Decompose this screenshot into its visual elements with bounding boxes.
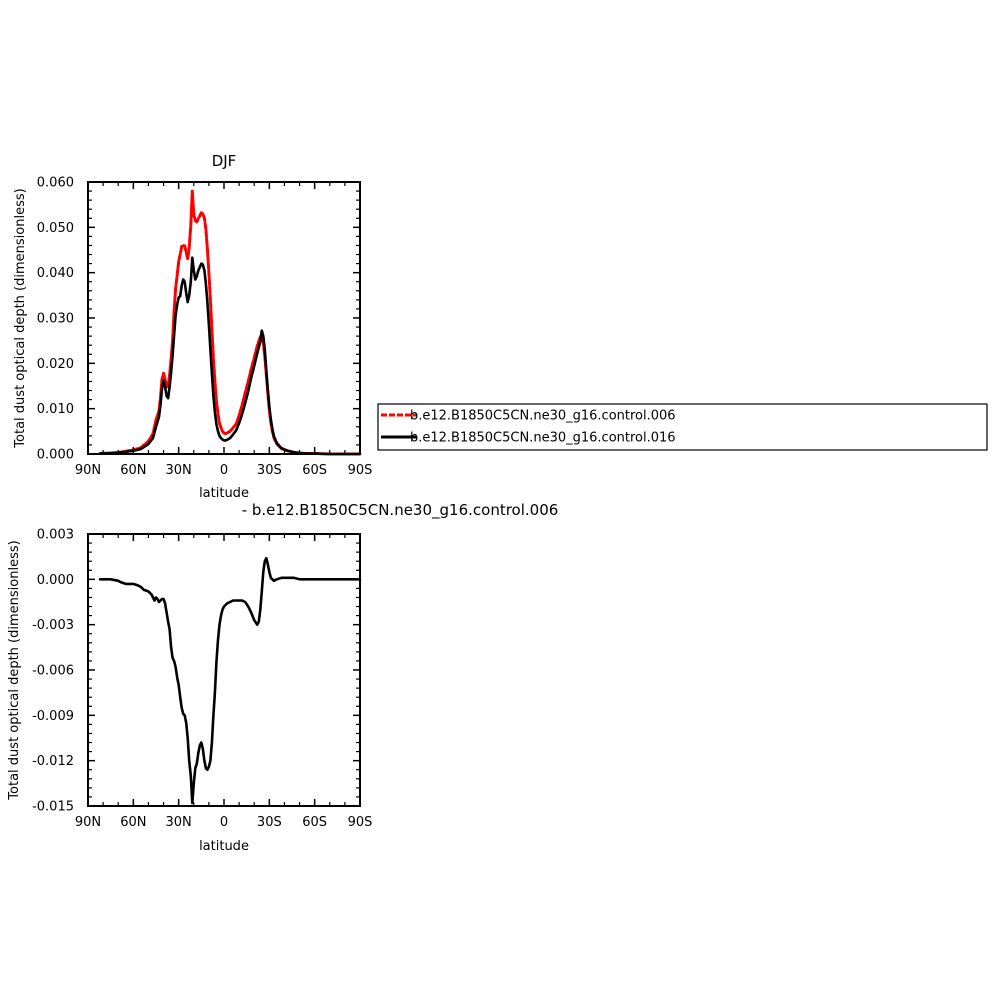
x-tick-label: 30S bbox=[257, 815, 282, 830]
y-tick-label: 0.050 bbox=[37, 221, 74, 236]
legend-label-2: b.e12.B1850C5CN.ne30_g16.control.016 bbox=[410, 431, 676, 446]
x-tick-label: 90N bbox=[75, 815, 101, 830]
y-tick-label: -0.006 bbox=[32, 664, 74, 679]
x-tick-label: 60S bbox=[302, 463, 327, 478]
y-tick-label: -0.012 bbox=[32, 754, 74, 769]
plot-frame bbox=[87, 181, 361, 455]
y-tick-label: -0.015 bbox=[32, 800, 74, 815]
legend-box bbox=[377, 403, 988, 451]
x-tick-label: 60N bbox=[120, 815, 146, 830]
legend-label-1: b.e12.B1850C5CN.ne30_g16.control.006 bbox=[410, 409, 676, 424]
y-tick-label: 0.020 bbox=[37, 357, 74, 372]
x-tick-label: 30N bbox=[166, 815, 192, 830]
x-tick-label: 60S bbox=[302, 815, 327, 830]
plot-frame bbox=[87, 533, 361, 807]
x-tick-label: 60N bbox=[120, 463, 146, 478]
x-axis-title: latitude bbox=[199, 839, 249, 854]
y-axis-title: Total dust optical depth (dimensionless) bbox=[7, 540, 22, 800]
y-tick-label: 0.040 bbox=[37, 266, 74, 281]
x-tick-label: 30N bbox=[166, 463, 192, 478]
x-axis-title: latitude bbox=[199, 486, 249, 501]
y-tick-label: 0.030 bbox=[37, 312, 74, 327]
y-tick-label: -0.009 bbox=[32, 709, 74, 724]
y-tick-label: 0.000 bbox=[37, 448, 74, 463]
y-tick-label: 0.000 bbox=[37, 573, 74, 588]
x-tick-label: 0 bbox=[220, 463, 228, 478]
y-axis-title: Total dust optical depth (dimensionless) bbox=[13, 188, 28, 448]
series-line-1 bbox=[98, 189, 362, 456]
chart-title: DJF bbox=[212, 152, 237, 170]
chart-difference: 90N 60N 30N 0 30S 60S 90S 0.003 0.000 -0.003 -0.00… bbox=[7, 501, 558, 854]
x-tick-label: 90S bbox=[348, 463, 373, 478]
series-line-1 bbox=[98, 556, 362, 805]
y-tick-label: 0.060 bbox=[37, 176, 74, 191]
y-tick-label: 0.010 bbox=[37, 402, 74, 417]
x-tick-label: 90S bbox=[348, 815, 373, 830]
y-tick-label: -0.003 bbox=[32, 618, 74, 633]
x-tick-label: 30S bbox=[257, 463, 282, 478]
x-tick-label: 90N bbox=[75, 463, 101, 478]
legend: b.e12.B1850C5CN.ne30_g16.control.006 b.e1… bbox=[377, 403, 988, 451]
chart-title: - b.e12.B1850C5CN.ne30_g16.control.006 bbox=[242, 501, 559, 520]
chart-djf: 90N 60N 30N 0 30S 60S 90S 0.000 0.010 0.020 0.030 0… bbox=[13, 152, 372, 501]
x-tick-label: 0 bbox=[220, 815, 228, 830]
series-line-2 bbox=[98, 256, 362, 456]
y-tick-label: 0.003 bbox=[37, 528, 74, 543]
